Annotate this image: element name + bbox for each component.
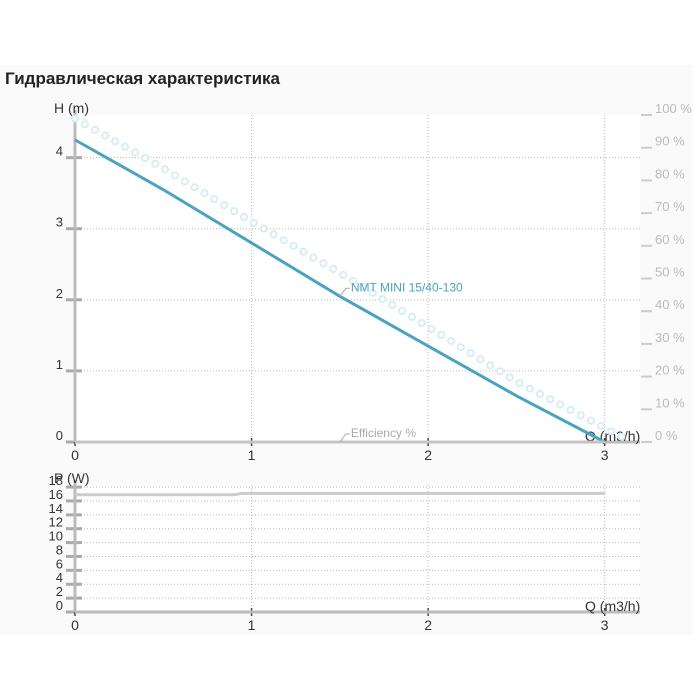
y-tick-label: 4	[56, 144, 63, 159]
x-tick-label: 3	[601, 447, 609, 463]
y-tick-label: 2	[56, 286, 63, 301]
y-tick-label: 1	[56, 357, 63, 372]
y2-tick-label: 30 %	[655, 330, 685, 345]
series-label: Efficiency %	[351, 426, 416, 440]
y-tick-label: 6	[56, 556, 63, 571]
y-tick-label: 0	[56, 428, 63, 443]
y2-tick-label: 10 %	[655, 395, 685, 410]
y2-tick-label: 90 %	[655, 134, 685, 149]
plot-area	[75, 115, 640, 442]
y-tick-label: 18	[49, 473, 63, 488]
y2-tick-label: 50 %	[655, 265, 685, 280]
y2-tick-label: 40 %	[655, 297, 685, 312]
x-tick-label: 1	[248, 617, 256, 633]
y-tick-label: 2	[56, 584, 63, 599]
page-title: Гидравлическая характеристика	[5, 69, 281, 88]
y-tick-label: 12	[49, 515, 63, 530]
y2-tick-label: 60 %	[655, 232, 685, 247]
y-tick-label: 14	[49, 501, 63, 516]
x-tick-label: 0	[71, 617, 79, 633]
y-tick-label: 10	[49, 529, 63, 544]
series-line	[74, 138, 606, 444]
series-dotted-hole	[72, 116, 634, 445]
y2-tick-label: 20 %	[655, 363, 685, 378]
y2-tick-label: 70 %	[655, 199, 685, 214]
series-label: NMT MINI 15/40-130	[351, 280, 463, 294]
y-axis-label: H (m)	[54, 100, 89, 116]
label-leader	[339, 433, 350, 443]
plot-area	[75, 485, 640, 612]
y2-tick-label: 80 %	[655, 166, 685, 181]
y-tick-label: 8	[56, 542, 63, 557]
x-axis-label: Q (m3/h)	[585, 598, 640, 614]
x-tick-label: 0	[71, 447, 79, 463]
label-leader	[339, 287, 350, 297]
y2-tick-label: 100 %	[655, 101, 692, 116]
y-tick-label: 3	[56, 215, 63, 230]
y-tick-label: 4	[56, 570, 63, 585]
y2-tick-label: 0 %	[655, 428, 678, 443]
x-tick-label: 2	[424, 447, 432, 463]
y-tick-label: 0	[56, 598, 63, 613]
x-tick-label: 3	[601, 617, 609, 633]
y-axis-label: P (W)	[54, 470, 90, 486]
series-line	[75, 491, 605, 497]
x-tick-label: 1	[248, 447, 256, 463]
y-tick-label: 16	[49, 487, 63, 502]
x-tick-label: 2	[424, 617, 432, 633]
